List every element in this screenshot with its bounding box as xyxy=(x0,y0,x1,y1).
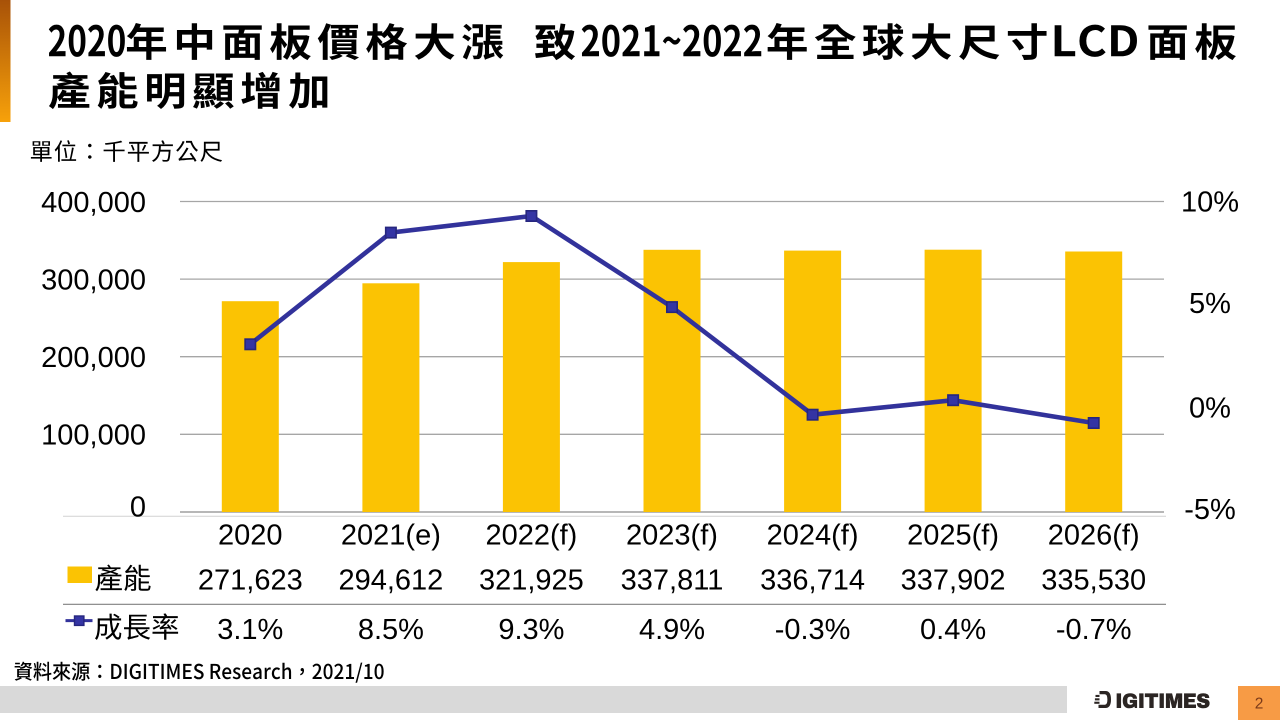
svg-text:0.4%: 0.4% xyxy=(920,614,986,646)
svg-text:0: 0 xyxy=(130,491,146,523)
svg-text:2022(f): 2022(f) xyxy=(485,520,577,552)
svg-text:100,000: 100,000 xyxy=(41,420,146,452)
svg-text:2: 2 xyxy=(1255,696,1264,713)
svg-text:4.9%: 4.9% xyxy=(639,614,705,646)
svg-text:-5%: -5% xyxy=(1184,494,1236,526)
svg-text:2024(f): 2024(f) xyxy=(767,520,859,552)
svg-text:300,000: 300,000 xyxy=(41,265,146,297)
svg-text:-0.3%: -0.3% xyxy=(775,614,851,646)
svg-text:-0.7%: -0.7% xyxy=(1056,614,1132,646)
svg-text:336,714: 336,714 xyxy=(760,564,865,596)
svg-text:2025(f): 2025(f) xyxy=(907,520,999,552)
svg-text:400,000: 400,000 xyxy=(41,187,146,219)
svg-text:2021(e): 2021(e) xyxy=(341,520,441,552)
svg-text:2026(f): 2026(f) xyxy=(1048,520,1140,552)
svg-text:200,000: 200,000 xyxy=(41,342,146,374)
svg-text:321,925: 321,925 xyxy=(479,564,584,596)
svg-text:10%: 10% xyxy=(1181,186,1239,218)
svg-text:271,623: 271,623 xyxy=(198,564,303,596)
svg-text:8.5%: 8.5% xyxy=(358,614,424,646)
svg-text:3.1%: 3.1% xyxy=(217,614,283,646)
svg-text:5%: 5% xyxy=(1189,288,1231,320)
svg-text:337,811: 337,811 xyxy=(621,564,724,596)
svg-text:2020: 2020 xyxy=(218,520,283,552)
svg-text:337,902: 337,902 xyxy=(901,564,1006,596)
svg-text:335,530: 335,530 xyxy=(1041,564,1146,596)
svg-text:9.3%: 9.3% xyxy=(498,614,564,646)
svg-text:294,612: 294,612 xyxy=(338,564,443,596)
svg-text:2023(f): 2023(f) xyxy=(626,520,718,552)
svg-text:0%: 0% xyxy=(1189,392,1231,424)
